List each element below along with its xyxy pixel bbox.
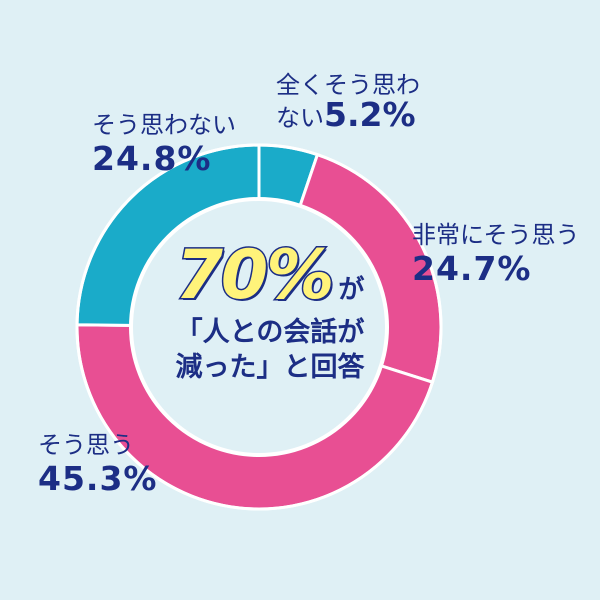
slice-label-strongly-disagree: 全くそう思わ	[276, 71, 420, 100]
slice-value-label: 24.7%	[412, 248, 532, 288]
donut-outer-border	[75, 143, 443, 511]
slice-label-strongly-agree: 非常にそう思う 24.7%	[412, 221, 580, 288]
center-line-1: 「人との会話が	[175, 317, 365, 348]
slice-category-label: 非常にそう思う	[412, 221, 580, 249]
slice-label-disagree: そう思わない 24.8%	[92, 111, 236, 178]
slice-value-label: ない5.2%	[276, 94, 416, 134]
slice-value-label: 45.3%	[38, 458, 158, 498]
slice-category-label-continued: ない	[276, 103, 324, 132]
slice-category-label: そう思う	[38, 431, 134, 459]
donut-center-hole	[129, 197, 389, 457]
slice-label-agree: そう思う 45.3%	[38, 431, 158, 498]
center-annotation: 70% が 「人との会話が 減った」と回答	[150, 235, 390, 385]
center-line-2: 減った」と回答	[175, 352, 365, 384]
slice-value-label: 5.2%	[324, 94, 416, 134]
slice-value-label: 24.8%	[92, 138, 212, 178]
slice-category-label: 全くそう思わ	[276, 71, 420, 99]
center-suffix: が	[338, 275, 365, 305]
center-highlight-percent: 70%	[174, 235, 336, 317]
slice-label-strongly-disagree-value: ​ ない5.2%	[276, 72, 416, 134]
slice-category-label: そう思わない	[92, 111, 236, 139]
